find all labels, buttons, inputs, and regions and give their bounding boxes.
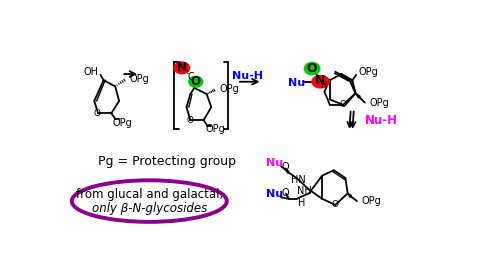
- Text: O: O: [186, 116, 193, 125]
- Text: OPg: OPg: [113, 117, 132, 128]
- Ellipse shape: [72, 180, 227, 222]
- Text: OH: OH: [84, 68, 99, 78]
- Text: OPg: OPg: [129, 74, 149, 84]
- Text: OPg: OPg: [358, 68, 378, 78]
- Text: OPg: OPg: [205, 124, 225, 134]
- Ellipse shape: [304, 63, 320, 75]
- Text: O: O: [306, 62, 318, 75]
- Text: Nu: Nu: [266, 189, 283, 199]
- Text: Nu: Nu: [288, 78, 305, 88]
- Text: C: C: [188, 72, 194, 82]
- Text: OPg: OPg: [362, 196, 382, 206]
- Text: N: N: [314, 74, 325, 87]
- Text: N: N: [177, 61, 187, 74]
- Text: OPg: OPg: [219, 84, 239, 95]
- Text: H: H: [298, 198, 305, 208]
- Ellipse shape: [312, 76, 329, 88]
- Text: O: O: [340, 100, 346, 109]
- Text: H: H: [320, 81, 326, 90]
- Text: OPg: OPg: [370, 97, 389, 107]
- Polygon shape: [348, 194, 352, 197]
- Text: NH: NH: [297, 186, 312, 196]
- Text: Nu-H: Nu-H: [365, 114, 398, 127]
- Text: HN: HN: [292, 175, 306, 185]
- Text: Nu-H: Nu-H: [232, 70, 263, 81]
- Text: O: O: [191, 75, 201, 88]
- Ellipse shape: [174, 62, 190, 74]
- Text: only β-N-glycosides: only β-N-glycosides: [92, 201, 207, 215]
- Text: Nu: Nu: [266, 158, 283, 168]
- Text: Pg = Protecting group: Pg = Protecting group: [98, 154, 236, 168]
- Text: O: O: [281, 188, 288, 198]
- Text: O: O: [332, 200, 339, 209]
- Polygon shape: [356, 93, 360, 98]
- Text: from glucal and galactal,: from glucal and galactal,: [76, 188, 223, 201]
- Text: O: O: [281, 162, 288, 172]
- Ellipse shape: [189, 76, 203, 87]
- Text: O: O: [94, 109, 101, 118]
